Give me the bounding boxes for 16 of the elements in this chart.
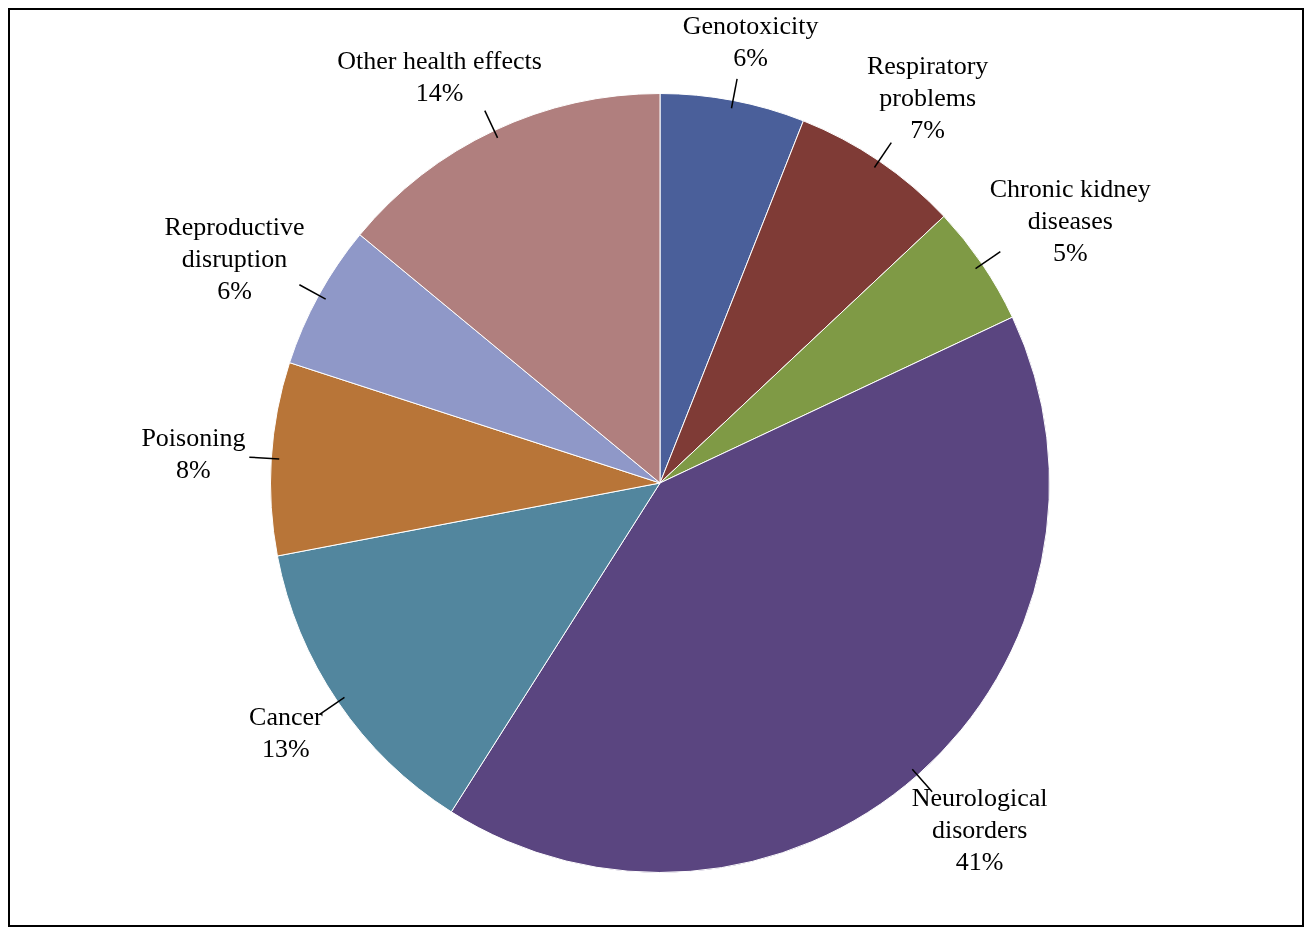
slice-label: Other health effects <box>337 45 542 75</box>
data-label: 41% <box>955 846 1004 876</box>
data-label: 13% <box>262 734 310 764</box>
slice-label: Cancer <box>249 702 324 732</box>
data-label: 14% <box>415 77 464 107</box>
slice-label: Poisoning <box>141 422 246 452</box>
slice-label: Reproductive disruption <box>164 211 305 273</box>
data-label: 6% <box>217 275 252 305</box>
data-label: 6% <box>733 43 768 73</box>
data-label: 8% <box>176 454 211 484</box>
slice-label: Neurological disorders <box>911 782 1048 844</box>
slice-label: Genotoxicity <box>682 11 819 41</box>
data-label: 7% <box>910 115 945 145</box>
data-label: 5% <box>1052 238 1088 268</box>
slice-label: Chronic kidney diseases <box>989 174 1151 236</box>
slice-label: Respiratory problems <box>866 51 989 113</box>
